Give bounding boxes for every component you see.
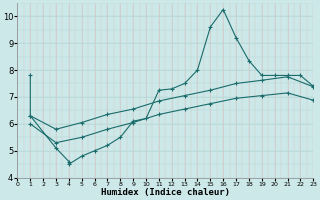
X-axis label: Humidex (Indice chaleur): Humidex (Indice chaleur) (101, 188, 230, 197)
